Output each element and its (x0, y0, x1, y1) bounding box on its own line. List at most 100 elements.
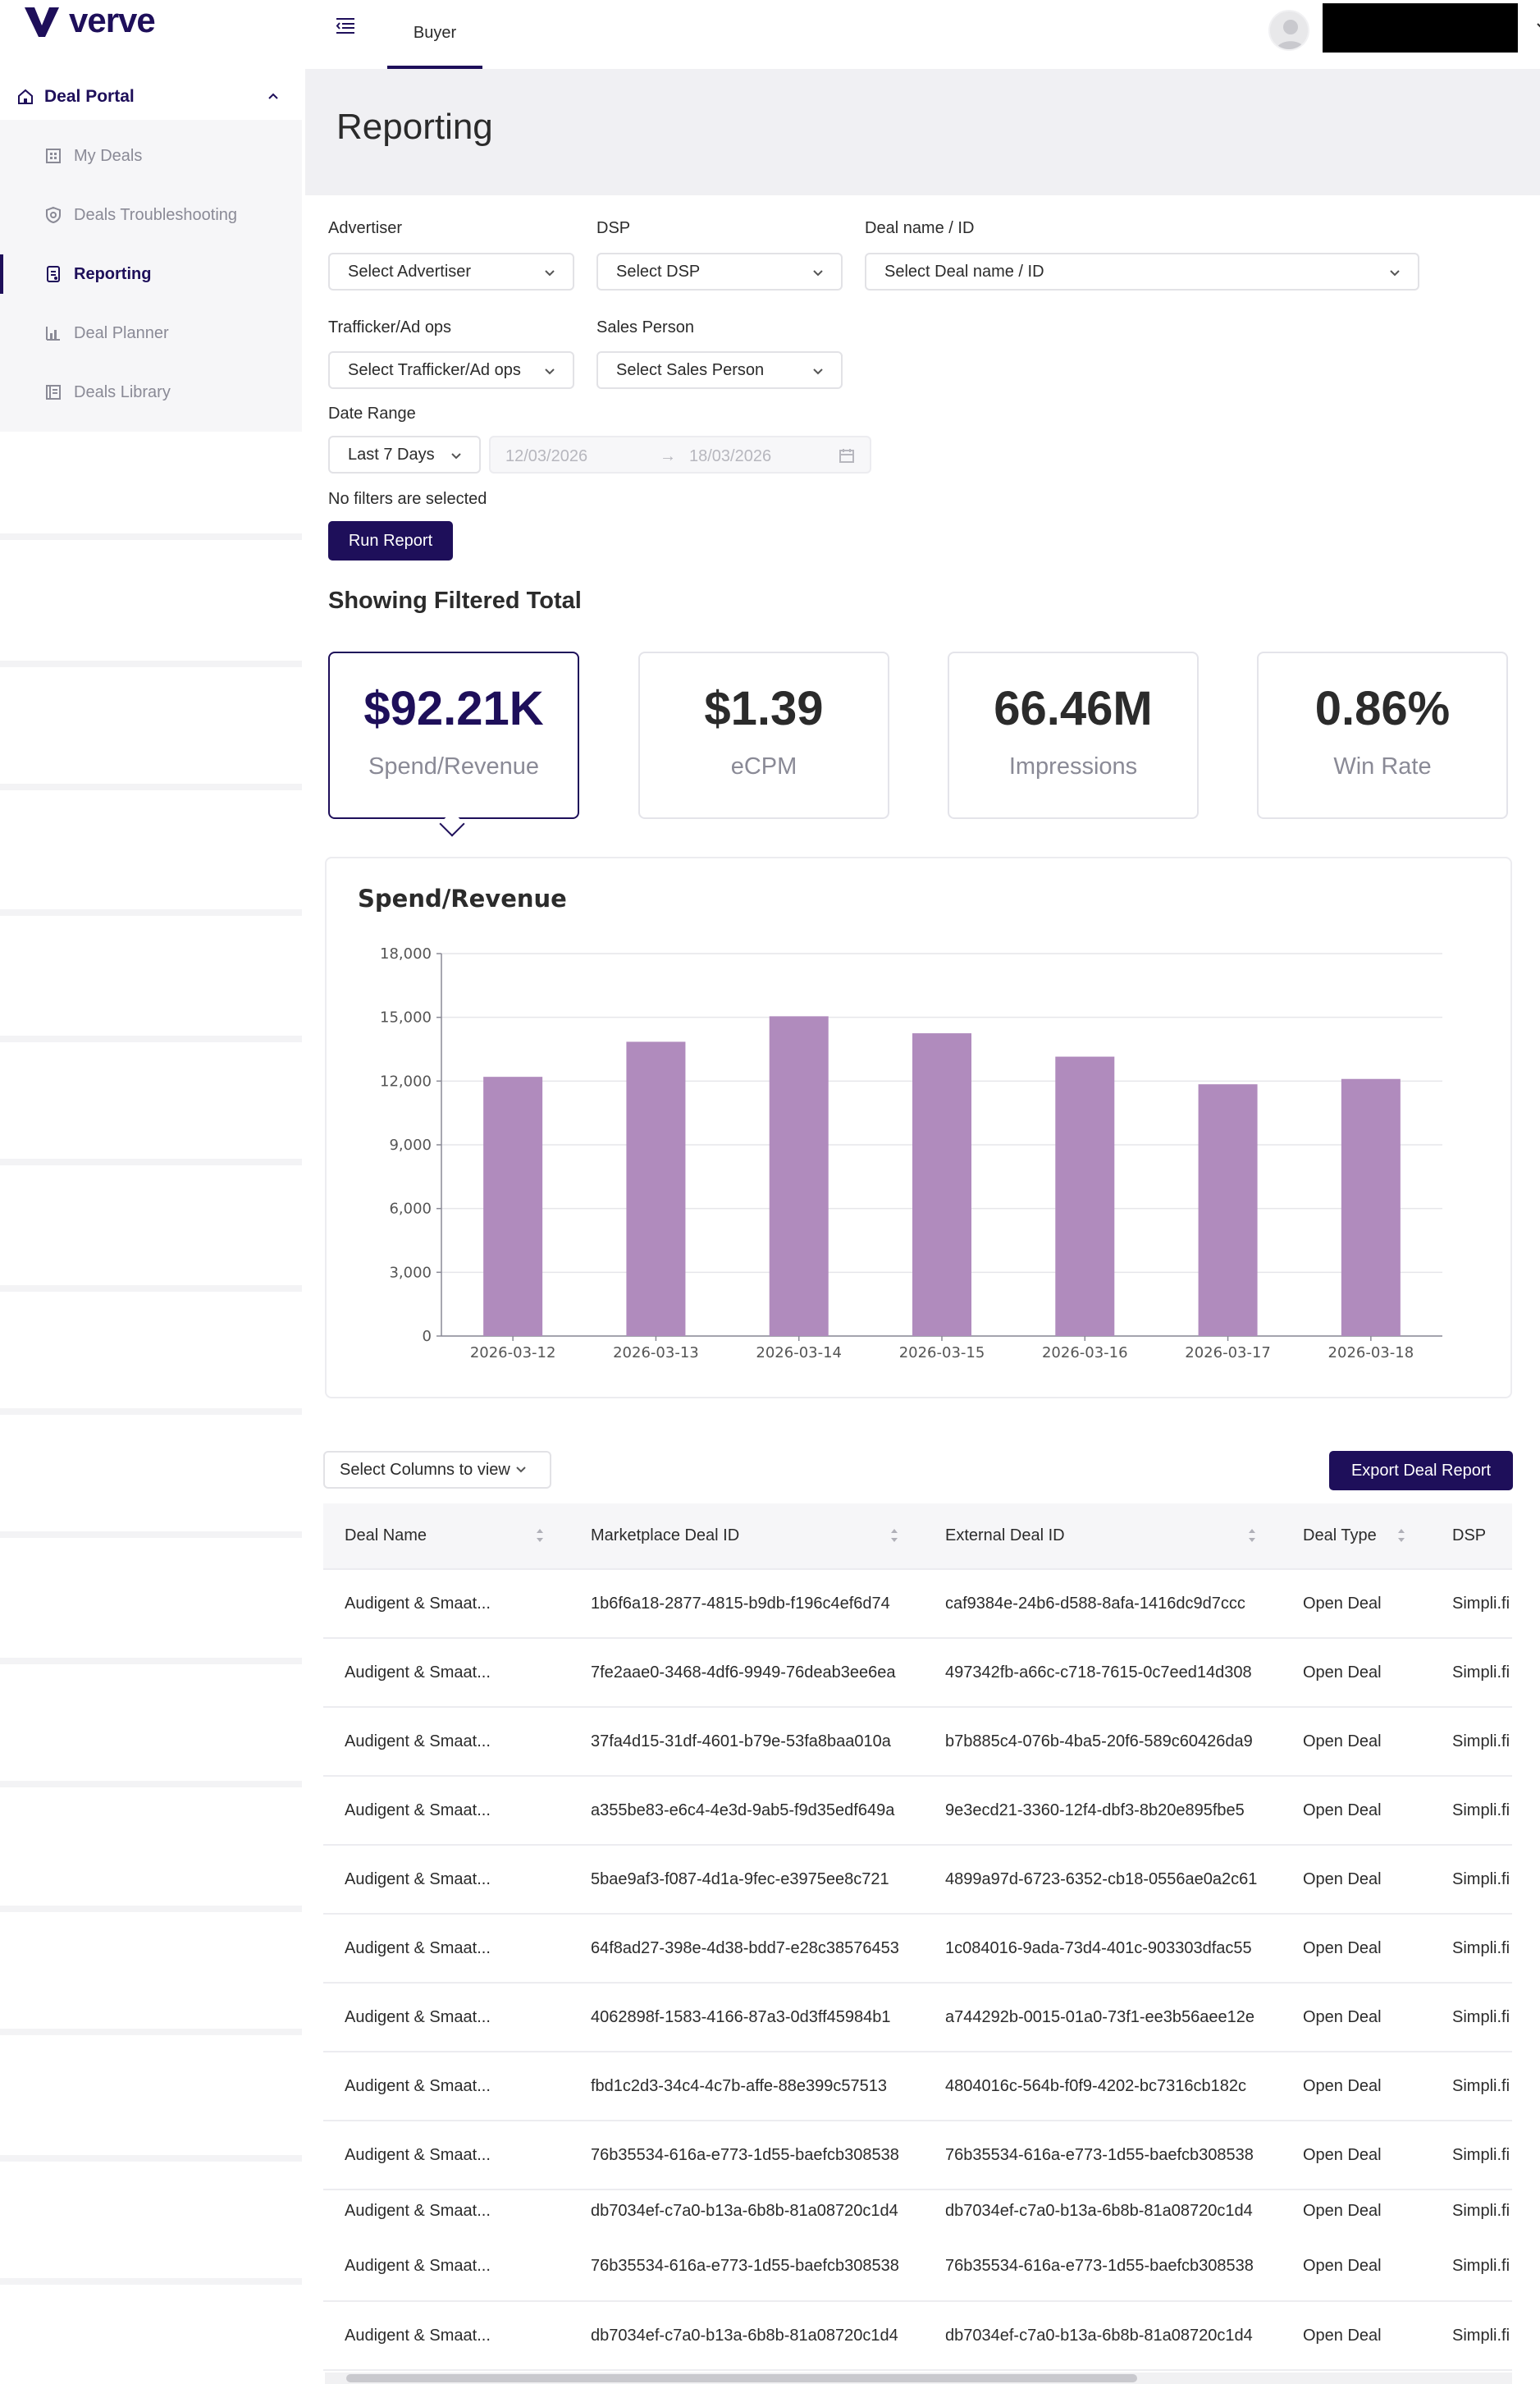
deal-label: Deal name / ID (865, 219, 975, 237)
table-row[interactable]: Audigent & Smaat... 1b6f6a18-2877-4815-b9… (323, 1569, 1512, 1639)
table-row[interactable]: Audigent & Smaat... 76b35534-616a-e773-1d… (323, 2121, 1512, 2190)
kpi-value: $92.21K (363, 682, 544, 735)
bar-2026-03-18[interactable] (1341, 1078, 1401, 1336)
column-header-dsp[interactable]: DSP (1431, 1503, 1512, 1570)
tab-buyer[interactable]: Buyer (387, 0, 482, 69)
divider (0, 784, 302, 790)
brand-logo[interactable]: verve (23, 0, 156, 41)
divider (0, 661, 302, 667)
divider (0, 1285, 302, 1292)
sidebar-item-label: My Deals (74, 146, 143, 165)
sort-icon[interactable] (889, 1526, 899, 1544)
deal-name-cell: Audigent & Smaat... (323, 1569, 569, 1639)
date-preset-select[interactable]: Last 7 Days (328, 436, 481, 474)
bar-2026-03-13[interactable] (626, 1041, 686, 1336)
table-row[interactable]: Audigent & Smaat... 7fe2aae0-3468-4df6-99… (323, 1638, 1512, 1708)
table-row[interactable]: Audigent & Smaat... fbd1c2d3-34c4-4c7b-af… (323, 2052, 1512, 2121)
table-row[interactable]: Audigent & Smaat... db7034ef-c7a0-b13a-6b… (323, 2190, 1512, 2232)
dsp-select[interactable]: Select DSP (596, 253, 843, 291)
kpi-card-ecpm[interactable]: $1.39 eCPM (638, 652, 889, 819)
table-row[interactable]: Audigent & Smaat... 4062898f-1583-4166-87… (323, 1983, 1512, 2052)
avatar[interactable] (1268, 10, 1309, 51)
external-deal-id-cell: 4804016c-564b-f0f9-4202-bc7316cb182c (924, 2052, 1282, 2121)
kpi-card-win-rate[interactable]: 0.86% Win Rate (1257, 652, 1508, 819)
bar-2026-03-12[interactable] (483, 1077, 543, 1336)
home-icon (18, 89, 33, 104)
column-header-marketplace-deal-id[interactable]: Marketplace Deal ID (569, 1503, 924, 1570)
dsp-cell: Simpli.fi (1431, 1638, 1512, 1708)
chevron-down-icon (516, 1467, 526, 1473)
deal-name-cell: Audigent & Smaat... (323, 2052, 569, 2121)
marketplace-deal-id-cell: 76b35534-616a-e773-1d55-baefcb308538 (569, 2232, 924, 2302)
external-deal-id-cell: 1c084016-9ada-73d4-401c-903303dfac55 (924, 1914, 1282, 1984)
x-tick-label: 2026-03-14 (756, 1344, 842, 1361)
chevron-up-icon (268, 93, 278, 99)
sidebar-item-deals-troubleshooting[interactable]: Deals Troubleshooting (0, 185, 302, 245)
sales-select[interactable]: Select Sales Person (596, 351, 843, 389)
marketplace-deal-id-cell: 37fa4d15-31df-4601-b79e-53fa8baa010a (569, 1707, 924, 1777)
report-icon (47, 266, 60, 282)
columns-select[interactable]: Select Columns to view (323, 1451, 551, 1489)
chevron-down-icon (545, 270, 555, 277)
x-tick-label: 2026-03-18 (1328, 1344, 1414, 1361)
shield-gear-icon (46, 206, 61, 224)
run-report-button[interactable]: Run Report (328, 521, 453, 561)
deal-type-cell: Open Deal (1282, 1707, 1431, 1777)
kpi-card-spend[interactable]: $92.21K Spend/Revenue (328, 652, 579, 819)
date-range-picker[interactable]: 12/03/2026 → 18/03/2026 (489, 436, 871, 474)
divider (0, 1531, 302, 1538)
deal-type-cell: Open Deal (1282, 1845, 1431, 1915)
sidebar-item-my-deals[interactable]: My Deals (0, 126, 302, 185)
sort-icon[interactable] (535, 1526, 545, 1544)
deal-type-cell: Open Deal (1282, 2052, 1431, 2121)
marketplace-deal-id-cell: a355be83-e6c4-4e3d-9ab5-f9d35edf649a (569, 1776, 924, 1846)
horizontal-scrollbar-thumb[interactable] (346, 2374, 1137, 2382)
deal-name-cell: Audigent & Smaat... (323, 2121, 569, 2190)
bar-2026-03-14[interactable] (769, 1016, 829, 1336)
deal-type-cell: Open Deal (1282, 2121, 1431, 2190)
trafficker-label: Trafficker/Ad ops (328, 318, 452, 336)
column-header-deal-name[interactable]: Deal Name (323, 1503, 569, 1570)
kpi-card-impressions[interactable]: 66.46M Impressions (948, 652, 1199, 819)
nav-group-label: Deal Portal (44, 87, 135, 106)
trafficker-select[interactable]: Select Trafficker/Ad ops (328, 351, 574, 389)
table-row[interactable]: Audigent & Smaat... 37fa4d15-31df-4601-b7… (323, 1707, 1512, 1777)
nav-group-header[interactable]: Deal Portal (0, 74, 302, 120)
deal-name-cell: Audigent & Smaat... (323, 1845, 569, 1915)
advertiser-select[interactable]: Select Advertiser (328, 253, 574, 291)
menu-collapse-icon[interactable] (335, 15, 356, 36)
external-deal-id-cell: 76b35534-616a-e773-1d55-baefcb308538 (924, 2232, 1282, 2302)
column-header-deal-type[interactable]: Deal Type (1282, 1503, 1431, 1570)
y-tick-label: 15,000 (380, 1009, 432, 1027)
bar-2026-03-15[interactable] (912, 1033, 971, 1336)
kpi-label: Spend/Revenue (368, 753, 539, 780)
export-deal-report-button[interactable]: Export Deal Report (1329, 1451, 1513, 1490)
table-row[interactable]: Audigent & Smaat... 64f8ad27-398e-4d38-bd… (323, 1914, 1512, 1984)
table-row[interactable]: Audigent & Smaat... 76b35534-616a-e773-1d… (323, 2232, 1512, 2302)
sort-icon[interactable] (1247, 1526, 1257, 1544)
chevron-down-icon[interactable] (1534, 18, 1540, 34)
sidebar-item-reporting[interactable]: Reporting (0, 245, 302, 304)
nav-group-deal-portal: Deal Portal My Deals Deals Troubleshoot (0, 74, 302, 432)
table-row[interactable]: Audigent & Smaat... db7034ef-c7a0-b13a-6b… (323, 2301, 1512, 2371)
table-row[interactable]: Audigent & Smaat... a355be83-e6c4-4e3d-9a… (323, 1776, 1512, 1846)
sales-select-value: Select Sales Person (616, 360, 765, 379)
deal-select[interactable]: Select Deal name / ID (865, 253, 1419, 291)
x-tick-label: 2026-03-16 (1042, 1344, 1128, 1361)
columns-select-label: Select Columns to view (340, 1460, 510, 1479)
x-tick-label: 2026-03-15 (899, 1344, 985, 1361)
divider (0, 1036, 302, 1042)
sidebar-item-deals-library[interactable]: Deals Library (0, 363, 302, 422)
dsp-cell: Simpli.fi (1431, 1707, 1512, 1777)
bar-2026-03-16[interactable] (1055, 1056, 1115, 1336)
bar-2026-03-17[interactable] (1198, 1084, 1258, 1336)
dsp-cell: Simpli.fi (1452, 2202, 1510, 2220)
column-header-external-deal-id[interactable]: External Deal ID (924, 1503, 1282, 1570)
divider (0, 1781, 302, 1787)
deal-name-cell: Audigent & Smaat... (323, 1707, 569, 1777)
table-row[interactable]: Audigent & Smaat... 5bae9af3-f087-4d1a-9f… (323, 1845, 1512, 1915)
dsp-select-value: Select DSP (616, 262, 701, 281)
sort-icon[interactable] (1396, 1526, 1406, 1544)
sidebar-item-deal-planner[interactable]: Deal Planner (0, 304, 302, 363)
user-name-redacted[interactable] (1323, 3, 1518, 53)
